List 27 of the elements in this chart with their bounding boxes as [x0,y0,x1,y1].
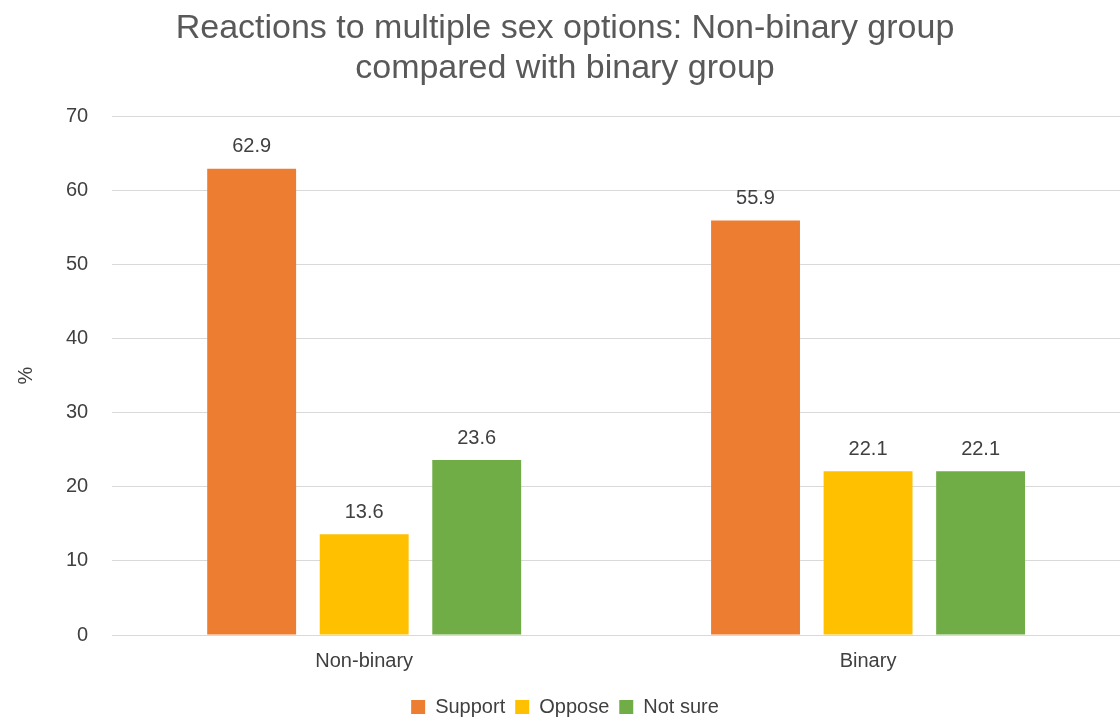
y-tick-label: 40 [66,325,89,348]
legend-label: Support [435,694,506,717]
y-tick-label: 60 [66,177,89,200]
bar [207,168,297,635]
bar [432,460,522,635]
legend-label: Oppose [539,694,610,717]
data-label: 13.6 [344,499,384,522]
y-tick-label: 0 [77,622,89,645]
y-tick-label: 30 [66,400,89,423]
data-label: 23.6 [457,425,497,448]
bar [936,471,1026,635]
chart-title: Reactions to multiple sex options: Non-binary group compared with binary group [174,6,956,86]
data-label: 22.1 [848,436,888,459]
x-tick-label: Binary [839,648,897,671]
data-label: 22.1 [961,436,1001,459]
x-tick-label: Non-binary [315,648,414,671]
data-label: 55.9 [736,186,775,209]
legend-label: Not sure [643,694,719,717]
data-label: 62.9 [232,134,272,157]
y-tick-label: 10 [66,548,89,571]
bar [823,471,913,635]
y-tick-label: 50 [66,251,89,274]
y-tick-label: 20 [66,474,89,497]
bar [319,534,409,635]
bar [711,220,800,635]
y-axis-title: % [13,366,36,385]
y-tick-label: 70 [66,103,89,126]
